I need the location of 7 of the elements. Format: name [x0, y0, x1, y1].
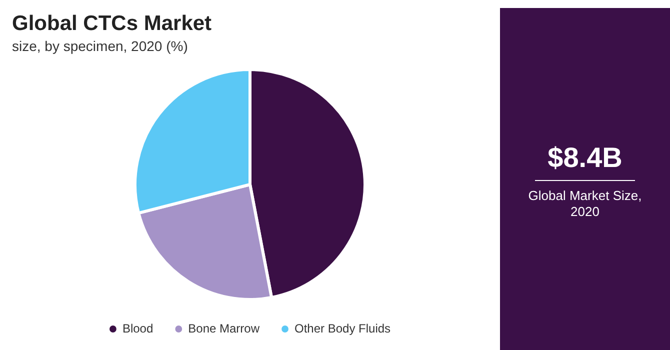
- chart-title: Global CTCs Market: [12, 12, 212, 36]
- legend-label: Blood: [122, 321, 154, 336]
- legend-label: Other Body Fluids: [294, 321, 391, 336]
- text: $8.4B: [546, 142, 624, 174]
- text: Global Market Size, 2020: [527, 188, 643, 220]
- chart-subtitle: size, by specimen, 2020 (%): [12, 38, 188, 54]
- legend-label: Bone Marrow: [188, 321, 260, 336]
